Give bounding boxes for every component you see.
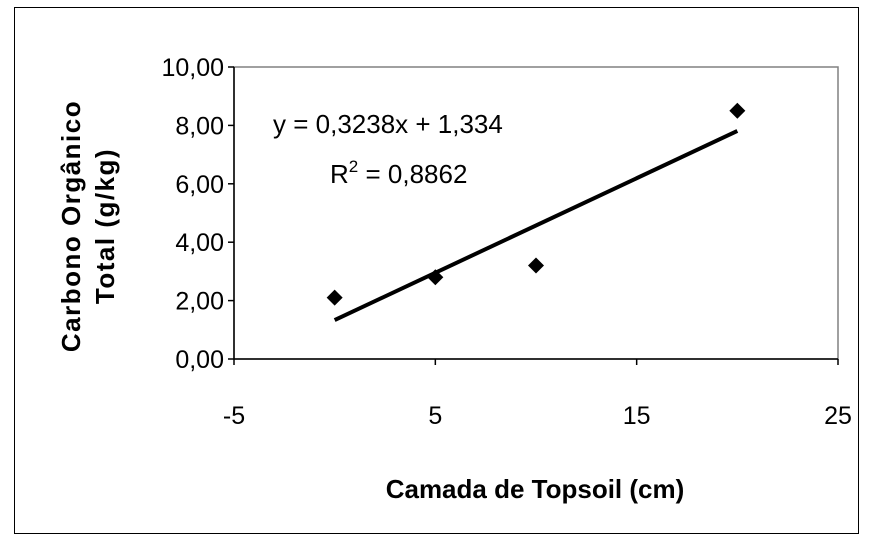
x-tick-label: -5 <box>223 402 245 430</box>
x-tick-label: 5 <box>428 402 442 430</box>
x-tick-label: 25 <box>824 402 852 430</box>
r2-superscript: 2 <box>349 157 358 176</box>
y-tick-label: 6,00 <box>175 171 224 199</box>
r2-prefix: R <box>330 159 349 189</box>
r2-value: = 0,8862 <box>358 159 467 189</box>
trendline <box>333 129 739 322</box>
data-point <box>729 102 746 119</box>
data-point <box>326 289 343 306</box>
y-tick-label: 4,00 <box>175 229 224 257</box>
data-markers <box>326 102 746 306</box>
x-axis-ticks: -5 5 15 25 <box>223 359 852 430</box>
trendline-equation: y = 0,3238x + 1,334 <box>273 109 503 139</box>
x-axis-title: Camada de Topsoil (cm) <box>386 474 685 504</box>
data-point <box>528 257 544 274</box>
x-tick-label: 15 <box>623 402 651 430</box>
y-tick-label: 10,00 <box>161 54 224 82</box>
y-axis-title-line2: Total (g/kg) <box>90 148 120 304</box>
y-axis-title-line1: Carbono Orgânico <box>56 100 86 352</box>
trendline-layer <box>333 129 739 322</box>
r-squared-label: R2 = 0,8862 <box>330 157 467 189</box>
data-point <box>427 269 444 286</box>
y-tick-label: 0,00 <box>175 346 224 374</box>
y-tick-label: 8,00 <box>175 112 224 140</box>
y-tick-label: 2,00 <box>175 288 224 316</box>
y-axis-ticks: 0,00 2,00 4,00 6,00 8,00 10,00 <box>161 54 234 374</box>
